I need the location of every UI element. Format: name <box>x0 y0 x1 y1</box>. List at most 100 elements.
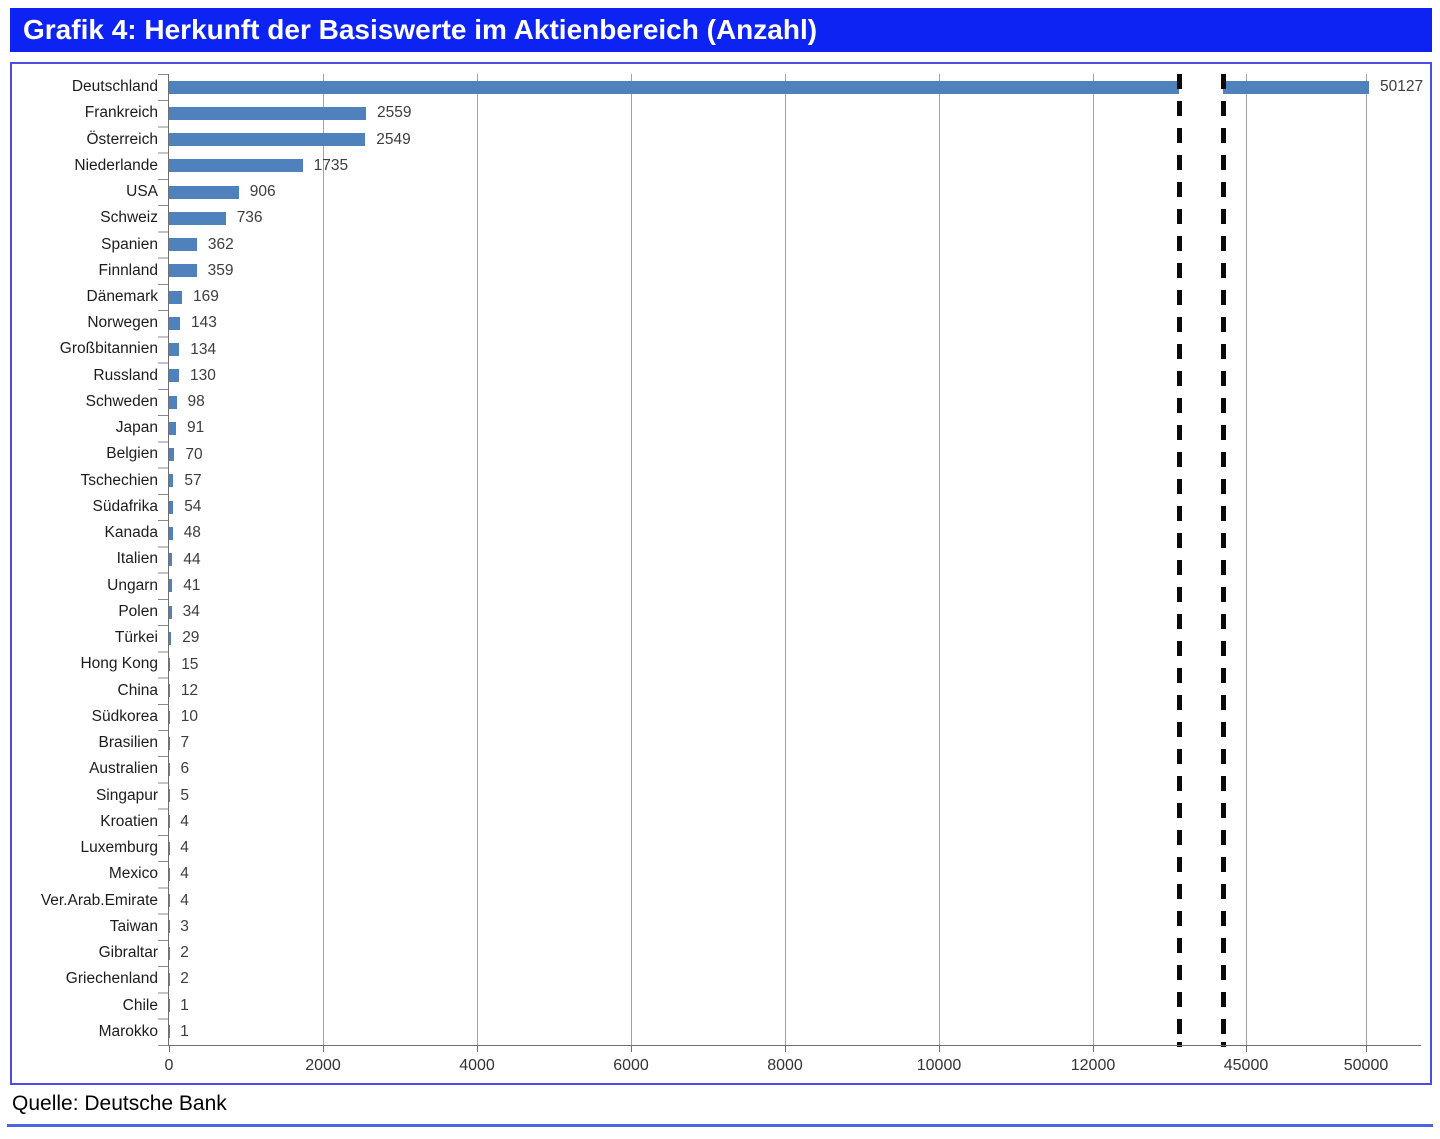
category-label-Brasilien: Brasilien <box>98 734 158 752</box>
value-label-Norwegen: 143 <box>191 314 217 332</box>
chart-area: Deutschland Frankreich Österreich Niederlan… <box>10 62 1432 1085</box>
category-label-Großbitannien: Großbitannien <box>59 340 158 358</box>
value-label-Chile: 1 <box>180 996 189 1014</box>
bar-Finnland <box>169 264 197 278</box>
gridline-6000 <box>631 74 632 1045</box>
value-label-Russland: 130 <box>190 366 216 384</box>
value-label-Schweden: 98 <box>187 393 205 410</box>
bar-Deutschland <box>169 80 1370 94</box>
axis-break-dash-2 <box>1221 74 1226 1037</box>
category-label-Schweden: Schweden <box>85 392 158 410</box>
category-label-China: China <box>117 681 159 699</box>
value-label-Ungarn: 41 <box>183 576 201 594</box>
bar-Brasilien <box>169 736 170 750</box>
value-label-Kroatien: 4 <box>180 812 189 830</box>
plot-area: 50127 2559 2549 1735 906 736 362 359 169 143 134 13… <box>165 74 1423 1074</box>
value-label-Spanien: 362 <box>207 235 234 253</box>
bar-Frankreich <box>169 106 367 120</box>
category-label-Japan: Japan <box>115 419 158 437</box>
bar-Türkei <box>169 631 172 645</box>
category-label-Ver.Arab.Emirate: Ver.Arab.Emirate <box>40 891 158 909</box>
value-axis-tick-10000 <box>939 1045 940 1052</box>
value-axis-tick-label-10000: 10000 <box>916 1057 962 1074</box>
value-label-Polen: 34 <box>182 603 200 620</box>
chart-title-bar: Grafik 4: Herkunft der Basiswerte im Akt… <box>10 8 1432 52</box>
value-axis-tick-label-2000: 2000 <box>305 1057 341 1074</box>
bar-Ungarn <box>169 579 173 593</box>
category-label-Frankreich: Frankreich <box>84 104 158 122</box>
value-axis-tick-6000 <box>631 1045 632 1052</box>
axis-break-mask <box>1179 74 1223 1045</box>
bottom-divider <box>7 1124 1433 1127</box>
value-label-Japan: 91 <box>187 419 205 437</box>
category-label-Norwegen: Norwegen <box>87 314 158 332</box>
category-label-Singapur: Singapur <box>95 786 158 804</box>
category-axis-ticks <box>158 74 168 1046</box>
gridline-10000 <box>939 74 940 1045</box>
bar-Österreich <box>169 133 366 147</box>
category-label-Schweiz: Schweiz <box>100 209 158 227</box>
value-label-Österreich: 2549 <box>376 130 411 148</box>
category-label-Griechenland: Griechenland <box>65 970 158 988</box>
category-label-Dänemark: Dänemark <box>86 287 159 305</box>
category-label-Spanien: Spanien <box>101 235 158 253</box>
value-axis-tick-label-0: 0 <box>164 1057 174 1074</box>
value-label-USA: 906 <box>249 183 276 201</box>
value-label-Griechenland: 2 <box>180 970 189 988</box>
value-axis-tick-50000 <box>1366 1045 1367 1052</box>
gridline-45000 <box>1246 74 1247 1045</box>
category-label-Ungarn: Ungarn <box>107 576 158 594</box>
category-label-Gibraltar: Gibraltar <box>98 944 158 961</box>
bar-Japan <box>169 421 176 435</box>
bar-Südkorea <box>169 710 170 724</box>
bar-Italien <box>169 553 173 566</box>
category-label-Belgien: Belgien <box>106 445 158 463</box>
category-label-Niederlande: Niederlande <box>74 156 158 174</box>
category-axis-labels: Deutschland Frankreich Österreich Niederlan… <box>18 74 158 1045</box>
category-label-Chile: Chile <box>122 996 158 1014</box>
category-label-Südkorea: Südkorea <box>91 707 158 725</box>
bar-Spanien <box>169 238 197 252</box>
value-label-Italien: 44 <box>183 550 201 568</box>
value-axis-tick-label-8000: 8000 <box>767 1057 803 1074</box>
value-label-Brasilien: 7 <box>180 734 190 752</box>
value-label-Belgien: 70 <box>185 445 203 463</box>
value-axis-tick-label-45000: 45000 <box>1223 1057 1269 1074</box>
category-label-Finnland: Finnland <box>98 261 158 279</box>
value-label-Großbitannien: 134 <box>190 340 217 358</box>
category-label-Luxemburg: Luxemburg <box>80 839 158 857</box>
category-label-Taiwan: Taiwan <box>109 917 158 935</box>
category-label-Italien: Italien <box>116 550 158 568</box>
value-label-Südafrika: 54 <box>184 498 202 515</box>
bar-Niederlande <box>169 159 303 173</box>
category-label-Russland: Russland <box>93 366 158 384</box>
gridline-4000 <box>477 74 478 1045</box>
bar-Südafrika <box>169 500 174 514</box>
category-label-Kroatien: Kroatien <box>100 812 158 830</box>
category-axis-line <box>168 74 169 1046</box>
source-note: Quelle: Deutsche Bank <box>12 1092 227 1115</box>
value-label-Niederlande: 1735 <box>313 156 349 174</box>
category-label-Tschechien: Tschechien <box>80 471 158 489</box>
value-axis-tick-4000 <box>477 1045 478 1052</box>
chart-title: Grafik 4: Herkunft der Basiswerte im Akt… <box>23 14 818 45</box>
value-label-Türkei: 29 <box>182 629 200 647</box>
value-axis-tick-label-6000: 6000 <box>613 1057 649 1074</box>
category-label-Kanada: Kanada <box>104 524 158 542</box>
value-label-Südkorea: 10 <box>180 708 199 725</box>
bar-Tschechien <box>169 474 174 488</box>
value-label-Frankreich: 2559 <box>377 104 412 122</box>
gridline-8000 <box>785 74 786 1045</box>
axis-break-dash-1 <box>1177 74 1182 1037</box>
bar-USA <box>169 185 239 199</box>
value-label-Finnland: 359 <box>207 261 234 279</box>
value-axis-tick-45000 <box>1246 1045 1247 1052</box>
category-label-Hong Kong: Hong Kong <box>80 655 158 673</box>
gridline-12000 <box>1093 74 1094 1045</box>
axis-break-dot-2 <box>1221 1042 1226 1047</box>
bar-Schweiz <box>169 211 226 225</box>
value-label-China: 12 <box>180 681 199 699</box>
value-label-Marokko: 1 <box>180 1022 189 1040</box>
value-label-Singapur: 5 <box>180 786 190 804</box>
